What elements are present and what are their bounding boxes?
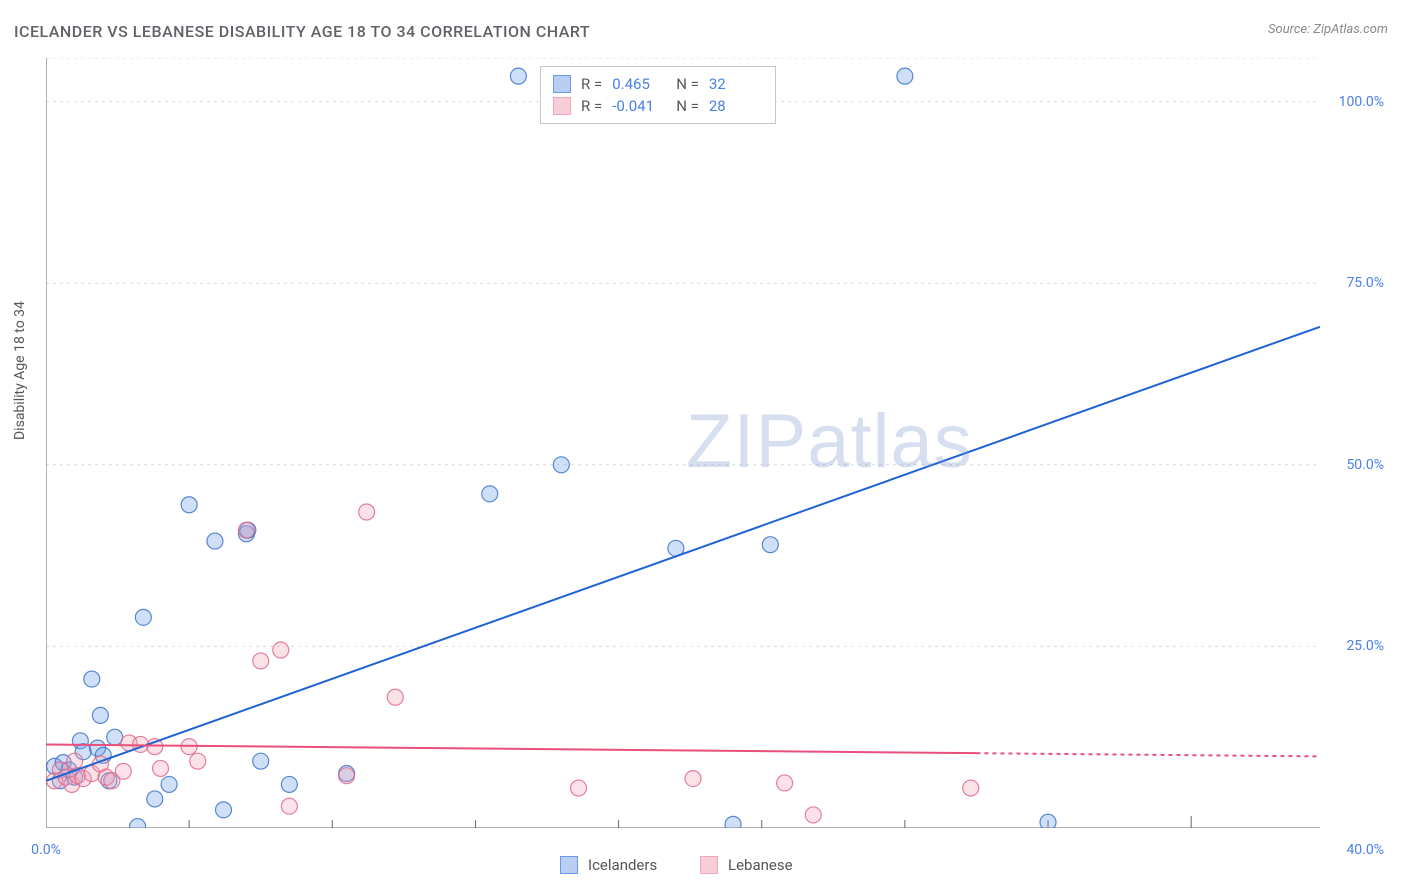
series-label: Lebanese xyxy=(728,856,793,874)
legend-row: R = 0.465 N = 32 xyxy=(553,73,763,95)
plot-area: ZIPatlas xyxy=(46,58,1320,828)
legend-swatch xyxy=(553,97,571,115)
scatter-chart-svg xyxy=(46,58,1320,828)
y-axis-label: Disability Age 18 to 34 xyxy=(12,301,28,440)
legend-r-value: -0.041 xyxy=(612,97,666,115)
legend-swatch xyxy=(700,856,718,874)
legend-n-value: 28 xyxy=(709,97,763,115)
legend-n-label: N = xyxy=(676,97,699,115)
x-tick-label: 40.0% xyxy=(1346,842,1384,858)
series-label: Icelanders xyxy=(588,856,657,874)
source-attribution: Source: ZipAtlas.com xyxy=(1268,22,1388,37)
correlation-legend: R = 0.465 N = 32 R = -0.041 N = 28 xyxy=(540,66,776,124)
y-tick-label: 50.0% xyxy=(1346,457,1384,473)
series-legend-item: Lebanese xyxy=(700,856,793,874)
legend-swatch xyxy=(553,75,571,93)
series-legend-item: Icelanders xyxy=(560,856,657,874)
legend-r-label: R = xyxy=(581,75,602,93)
chart-title: ICELANDER VS LEBANESE DISABILITY AGE 18 … xyxy=(14,22,590,41)
y-tick-label: 100.0% xyxy=(1339,94,1384,110)
x-tick-label: 0.0% xyxy=(31,842,61,858)
legend-r-value: 0.465 xyxy=(612,75,666,93)
y-tick-label: 75.0% xyxy=(1346,275,1384,291)
legend-n-value: 32 xyxy=(709,75,763,93)
legend-swatch xyxy=(560,856,578,874)
legend-row: R = -0.041 N = 28 xyxy=(553,95,763,117)
legend-n-label: N = xyxy=(676,75,699,93)
legend-r-label: R = xyxy=(581,97,602,115)
y-tick-label: 25.0% xyxy=(1346,638,1384,654)
